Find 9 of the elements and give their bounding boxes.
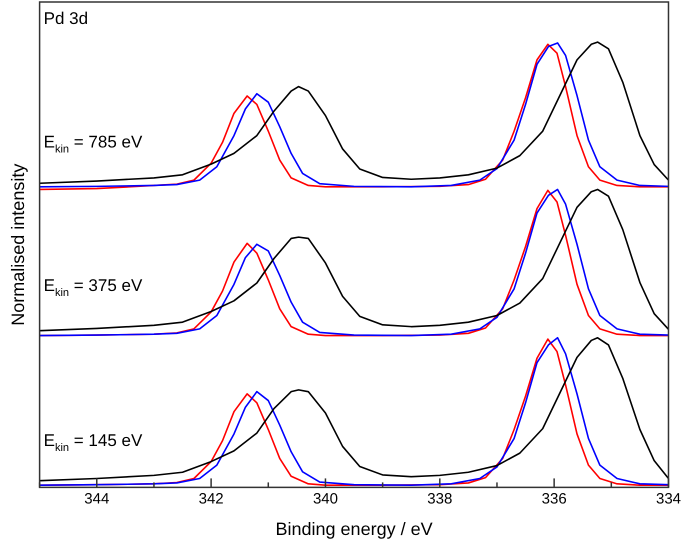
x-tick-label: 344 bbox=[84, 490, 110, 508]
x-tick-label: 342 bbox=[198, 490, 224, 508]
x-tick-label: 338 bbox=[427, 490, 452, 508]
x-tick-label: 334 bbox=[656, 490, 681, 508]
text: Pd 3d bbox=[44, 8, 88, 28]
y-axis-title: Normalised intensity bbox=[8, 164, 28, 326]
x-tick-label: 340 bbox=[312, 490, 338, 508]
x-tick-label: 336 bbox=[542, 490, 567, 508]
x-axis-title: Binding energy / eV bbox=[275, 519, 433, 540]
